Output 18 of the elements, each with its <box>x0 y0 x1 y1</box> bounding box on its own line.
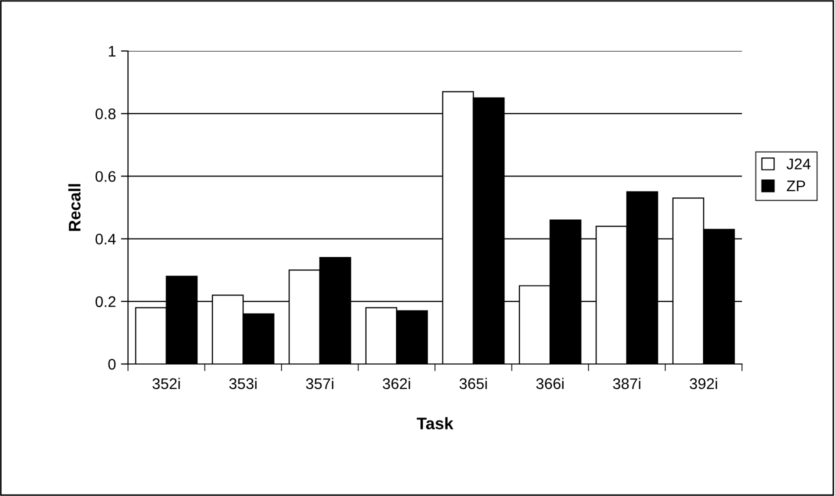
y-tick-label: 0.4 <box>96 234 116 244</box>
y-tick-label: 0.2 <box>96 296 116 308</box>
legend-label: J24 <box>786 158 811 170</box>
y-tick-label: 1 <box>108 46 116 57</box>
x-tick-label: 353i <box>229 378 257 390</box>
x-tick-label: 366i <box>536 378 564 390</box>
x-tick-label: 365i <box>460 378 487 390</box>
y-tick-label: 0.6 <box>96 171 116 182</box>
legend-label: ZP <box>786 180 806 192</box>
x-tick-label: 392i <box>690 378 718 390</box>
x-tick-label: 357i <box>306 378 334 390</box>
y-axis-title: Recall <box>68 184 81 231</box>
x-tick-label: 352i <box>152 378 180 390</box>
y-tick-label: 0.8 <box>96 108 116 120</box>
x-axis-title: Task <box>416 417 454 430</box>
x-tick-label: 362i <box>382 378 410 390</box>
y-tick-label: 0 <box>108 358 116 370</box>
x-tick-label: 387i <box>613 378 640 390</box>
